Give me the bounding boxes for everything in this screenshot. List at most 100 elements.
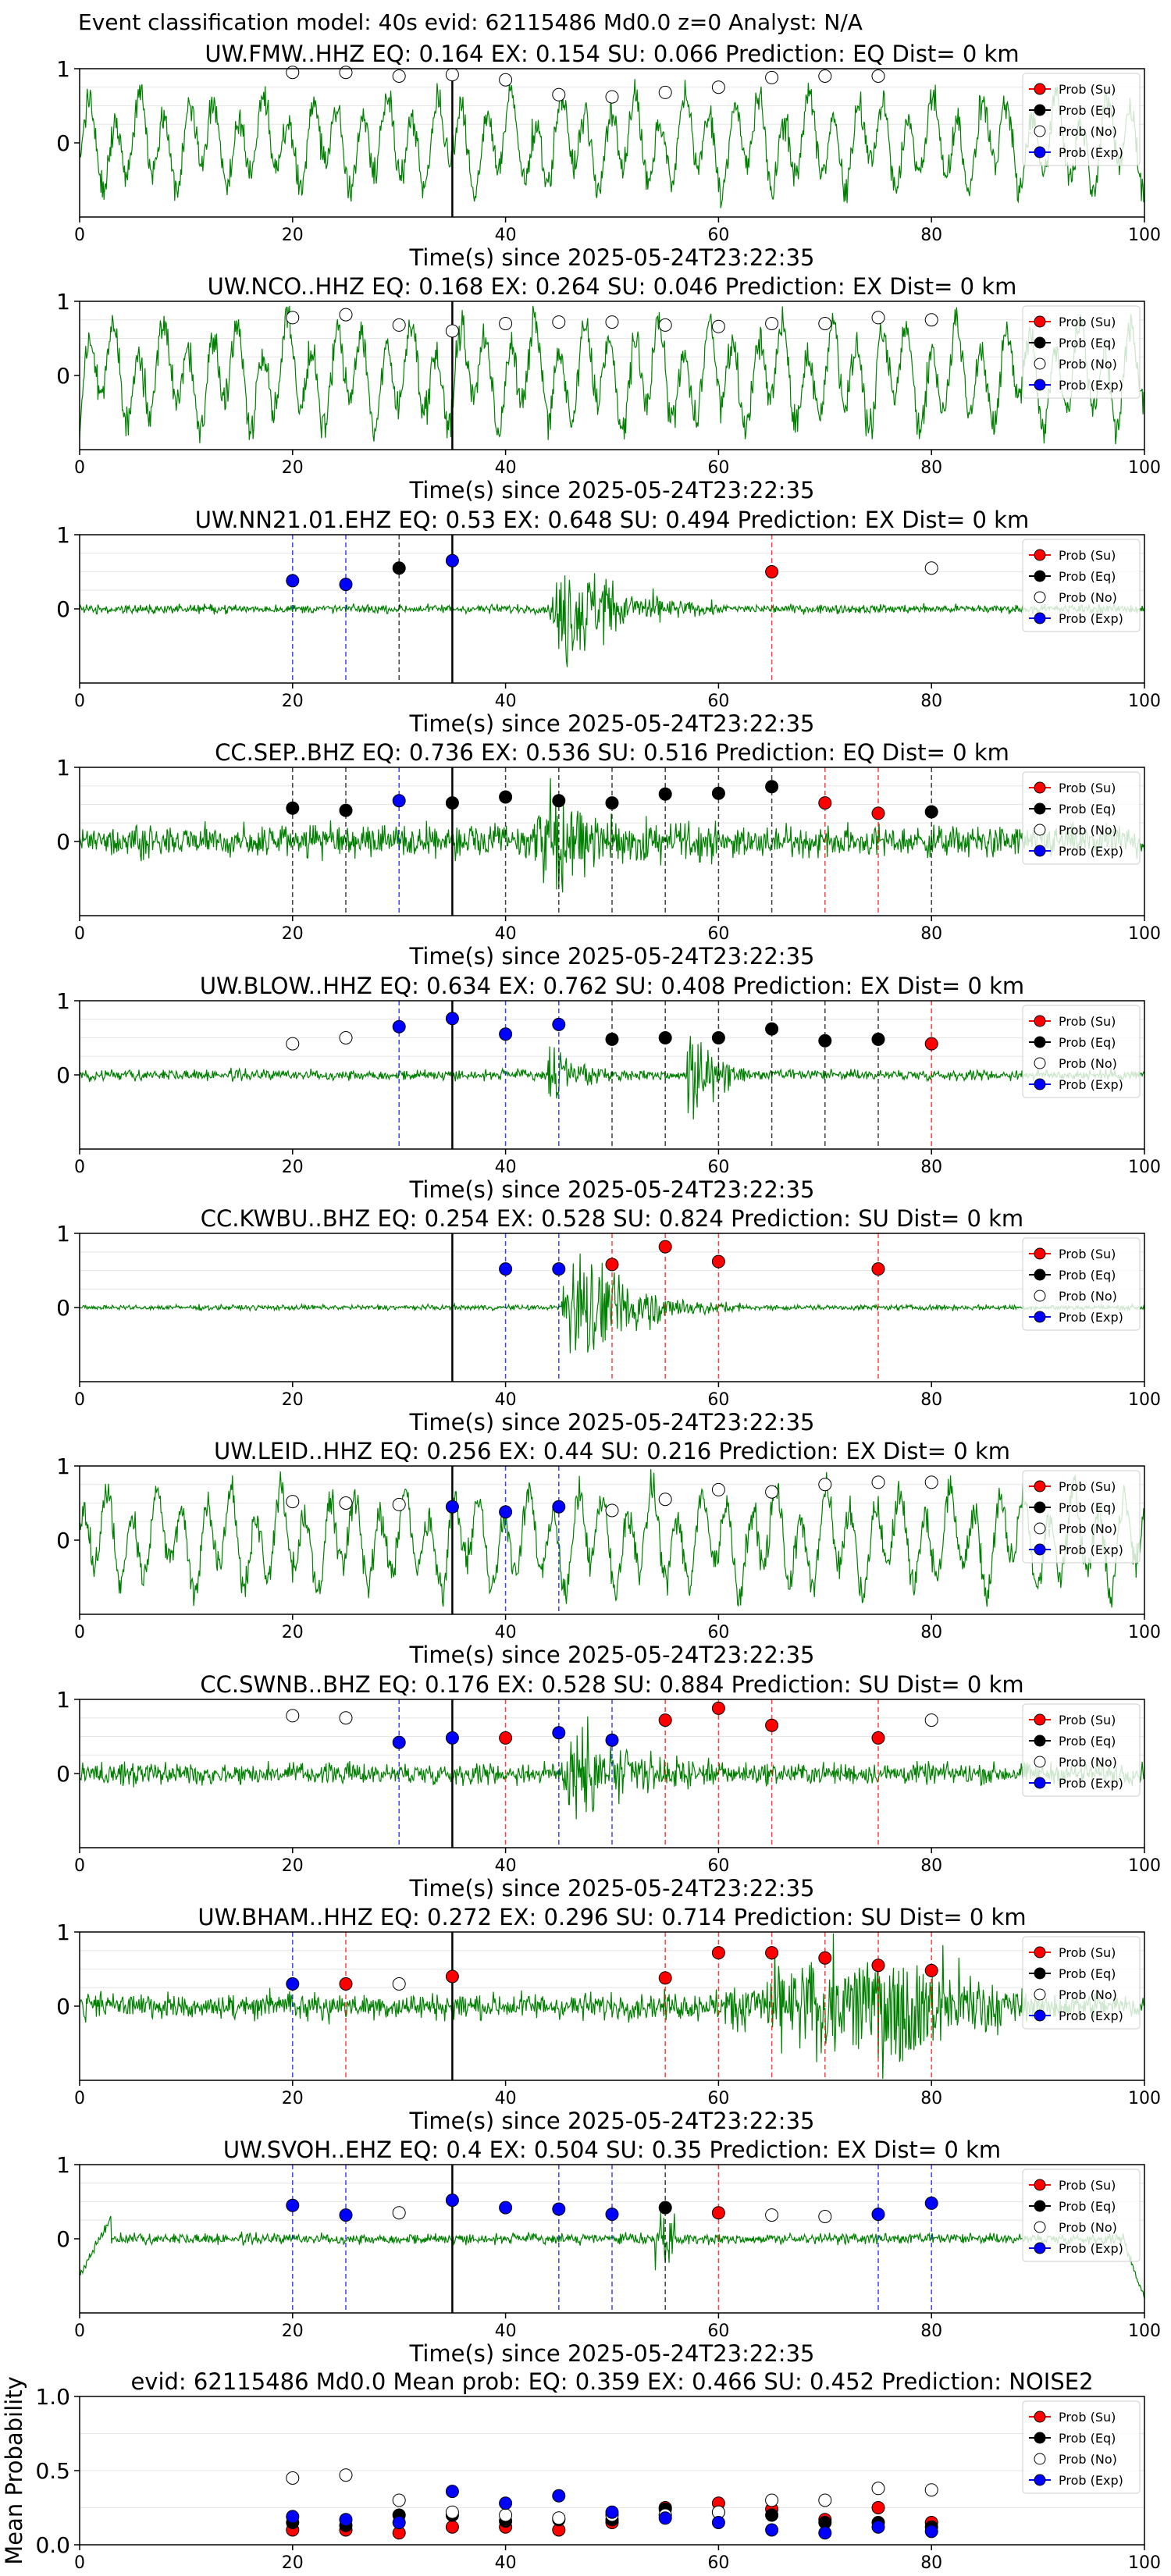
legend-label: Prob (Eq) [1059,2431,1116,2446]
point-no [286,1709,300,1723]
legend-marker-eq [1034,2200,1046,2212]
point-exp [499,1027,513,1041]
point-no [445,68,459,82]
legend-marker-su [1034,2179,1046,2191]
point-eq [658,2201,672,2215]
x-axis-label: Time(s) since 2025-05-24T23:22:35 [409,477,815,503]
point-no [392,1497,406,1511]
x-axis-label: Time(s) since 2025-05-24T23:22:35 [409,244,815,271]
legend-label: Prob (No) [1059,124,1117,139]
y-tick-label: 0 [56,130,70,156]
panel-title: CC.SWNB..BHZ EQ: 0.176 EX: 0.528 SU: 0.8… [200,1671,1023,1698]
legend-label: Prob (Su) [1059,1247,1116,1261]
x-tick-label: 0 [74,924,85,944]
point-exp [552,1500,566,1514]
x-tick-label: 20 [282,2322,304,2341]
legend-marker-eq [1034,1268,1046,1281]
legend-marker-eq [1034,570,1046,582]
legend-label: Prob (Su) [1059,315,1116,329]
point-su [765,1718,779,1732]
panel-4: CC.SEP..BHZ EQ: 0.736 EX: 0.536 SU: 0.51… [56,739,1161,970]
legend-label: Prob (Exp) [1059,1310,1123,1325]
x-tick-label: 60 [707,2322,729,2341]
legend-marker-su [1034,1946,1046,1959]
point-no [392,318,406,332]
legend: Prob (Su) Prob (Eq) Prob (No) Prob (Exp) [1022,1237,1141,1331]
point-exp [286,2510,300,2524]
point-su [871,2501,885,2514]
y-tick-label: 1 [56,1687,70,1713]
x-tick-label: 80 [920,2089,942,2108]
legend-marker-no [1034,824,1046,836]
x-tick-label: 20 [282,2089,304,2108]
panel-1: UW.FMW..HHZ EQ: 0.164 EX: 0.154 SU: 0.06… [56,41,1161,271]
legend-marker-exp [1034,146,1046,158]
point-su [339,1977,353,1991]
point-exp [552,2202,566,2216]
point-exp [392,794,406,808]
panel-title: CC.SEP..BHZ EQ: 0.736 EX: 0.536 SU: 0.51… [215,739,1009,766]
x-tick-label: 100 [1128,1390,1161,1410]
point-su [924,1037,938,1051]
point-no [339,1496,353,1510]
legend-marker-su [1034,1247,1046,1260]
legend-marker-eq [1034,1735,1046,1747]
legend-label: Prob (Su) [1059,1945,1116,1960]
point-no [658,85,672,99]
x-tick-label: 60 [707,1856,729,1876]
point-eq [286,801,300,815]
point-no [499,2508,513,2522]
x-axis-label: Time(s) since 2025-05-24T23:22:35 [409,710,815,737]
legend-marker-exp [1034,1543,1046,1556]
x-tick-label: 60 [707,692,729,711]
x-axis-label: Time(s) since 2025-05-24T23:22:35 [409,1176,815,1203]
legend-marker-no [1034,2453,1046,2465]
point-no [499,317,513,330]
legend-marker-eq [1034,336,1046,349]
point-eq [658,1031,672,1044]
legend-marker-su [1034,1713,1046,1726]
panel-title: UW.LEID..HHZ EQ: 0.256 EX: 0.44 SU: 0.21… [214,1438,1010,1464]
y-tick-label: 0 [56,1994,70,2019]
y-tick-label: 0 [56,1761,70,1787]
point-su [765,1946,779,1960]
legend-label: Prob (No) [1059,823,1117,838]
legend-label: Prob (No) [1059,2452,1117,2467]
x-tick-label: 60 [707,1158,729,1177]
x-tick-label: 20 [282,692,304,711]
x-tick-label: 0 [74,692,85,711]
legend-marker-exp [1034,612,1046,624]
legend-marker-exp [1034,845,1046,857]
point-eq [499,790,513,804]
point-exp [392,1735,406,1749]
x-tick-label: 80 [920,1390,942,1410]
legend-marker-no [1034,125,1046,137]
y-tick-label: 1 [56,522,70,548]
legend-marker-eq [1034,2432,1046,2444]
legend-box [1022,1703,1141,1797]
y-axis-label: Mean Probability [1,2376,27,2565]
x-tick-label: 0 [74,2089,85,2108]
legend-label: Prob (Exp) [1059,1077,1123,1092]
point-su [818,796,832,810]
x-tick-label: 20 [282,1390,304,1410]
seismogram-trace [79,1253,1145,1354]
panel-10: UW.SVOH..EHZ EQ: 0.4 EX: 0.504 SU: 0.35 … [56,2137,1161,2367]
point-no [871,311,885,325]
legend-box [1022,1005,1141,1098]
y-tick-label: 0.0 [35,2532,70,2558]
x-tick-label: 60 [707,2553,729,2573]
point-eq [339,803,353,817]
legend-label: Prob (No) [1059,1056,1117,1071]
legend-marker-su [1034,1015,1046,1027]
legend-marker-exp [1034,2242,1046,2254]
x-axis-label: Time(s) since 2025-05-24T23:22:35 [409,2108,815,2134]
x-tick-label: 100 [1128,692,1161,711]
x-tick-label: 0 [74,458,85,478]
legend-label: Prob (Eq) [1059,1734,1116,1749]
point-no [711,319,725,333]
legend-marker-no [1034,1290,1046,1302]
x-tick-label: 80 [920,924,942,944]
point-eq [711,1031,725,1044]
legend-label: Prob (Su) [1059,2178,1116,2193]
